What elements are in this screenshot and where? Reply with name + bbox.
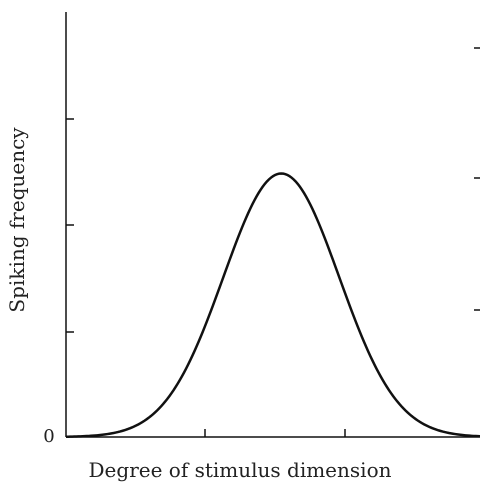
tuning-curve-line — [65, 172, 480, 438]
x-axis-label: Degree of stimulus dimension — [89, 458, 392, 482]
right-edge-ticks — [474, 47, 480, 311]
y-axis-ticks — [66, 118, 74, 333]
y-axis-label: Spiking frequency — [5, 127, 29, 313]
x-axis-ticks — [204, 429, 346, 437]
y-tick-label-zero: 0 — [43, 426, 54, 447]
axes — [65, 12, 480, 438]
